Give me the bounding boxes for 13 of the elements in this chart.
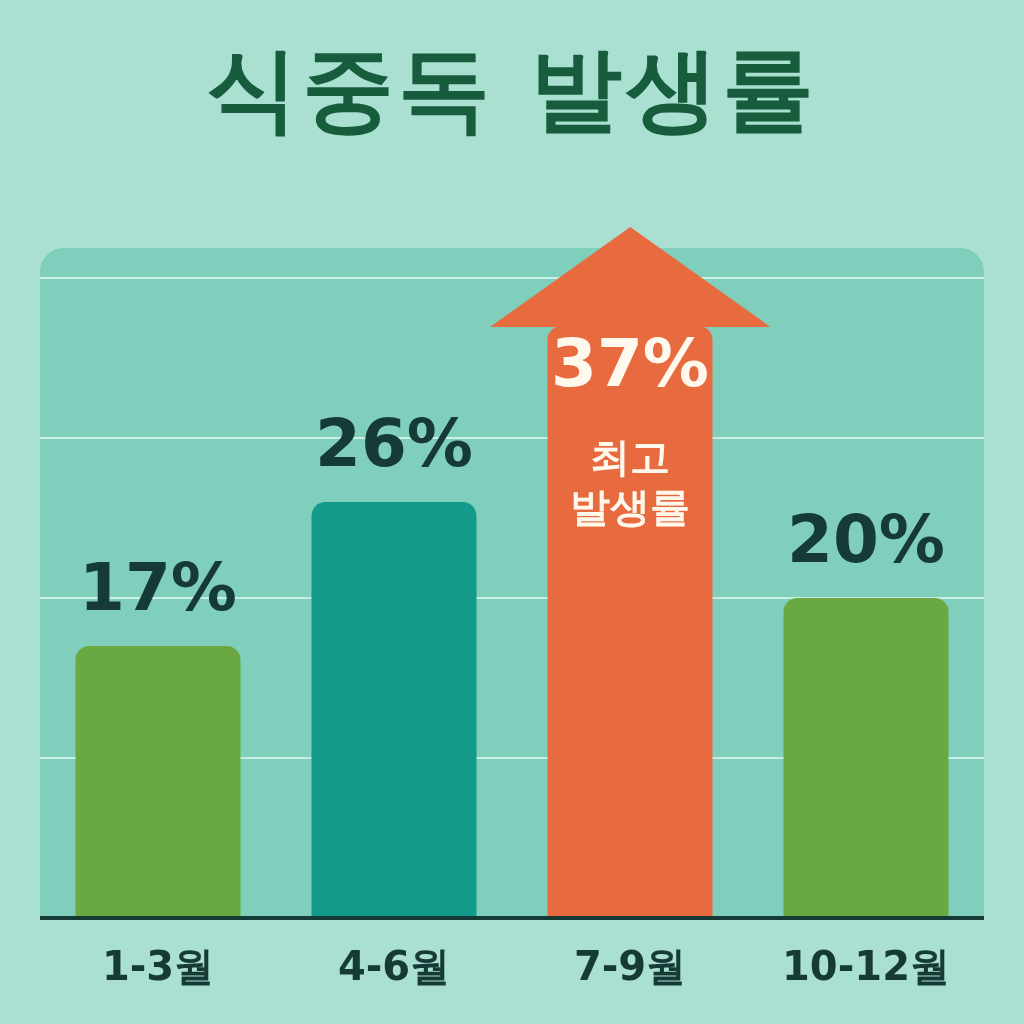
x-tick-label: 7-9월 [573,943,687,990]
bar [75,646,241,918]
data-label: 20% [787,501,945,579]
annotation: 최고 발생률 [570,434,690,531]
chart-title: 식중독 발생률 [205,35,819,145]
bar [783,598,949,918]
x-tick-label: 1-3월 [101,943,215,990]
bar [311,502,477,918]
x-tick-label: 4-6월 [337,943,451,990]
data-label: 26% [315,405,473,483]
x-tick-label: 10-12월 [782,943,950,990]
data-label: 17% [79,549,237,627]
data-label: 37% [551,325,709,403]
